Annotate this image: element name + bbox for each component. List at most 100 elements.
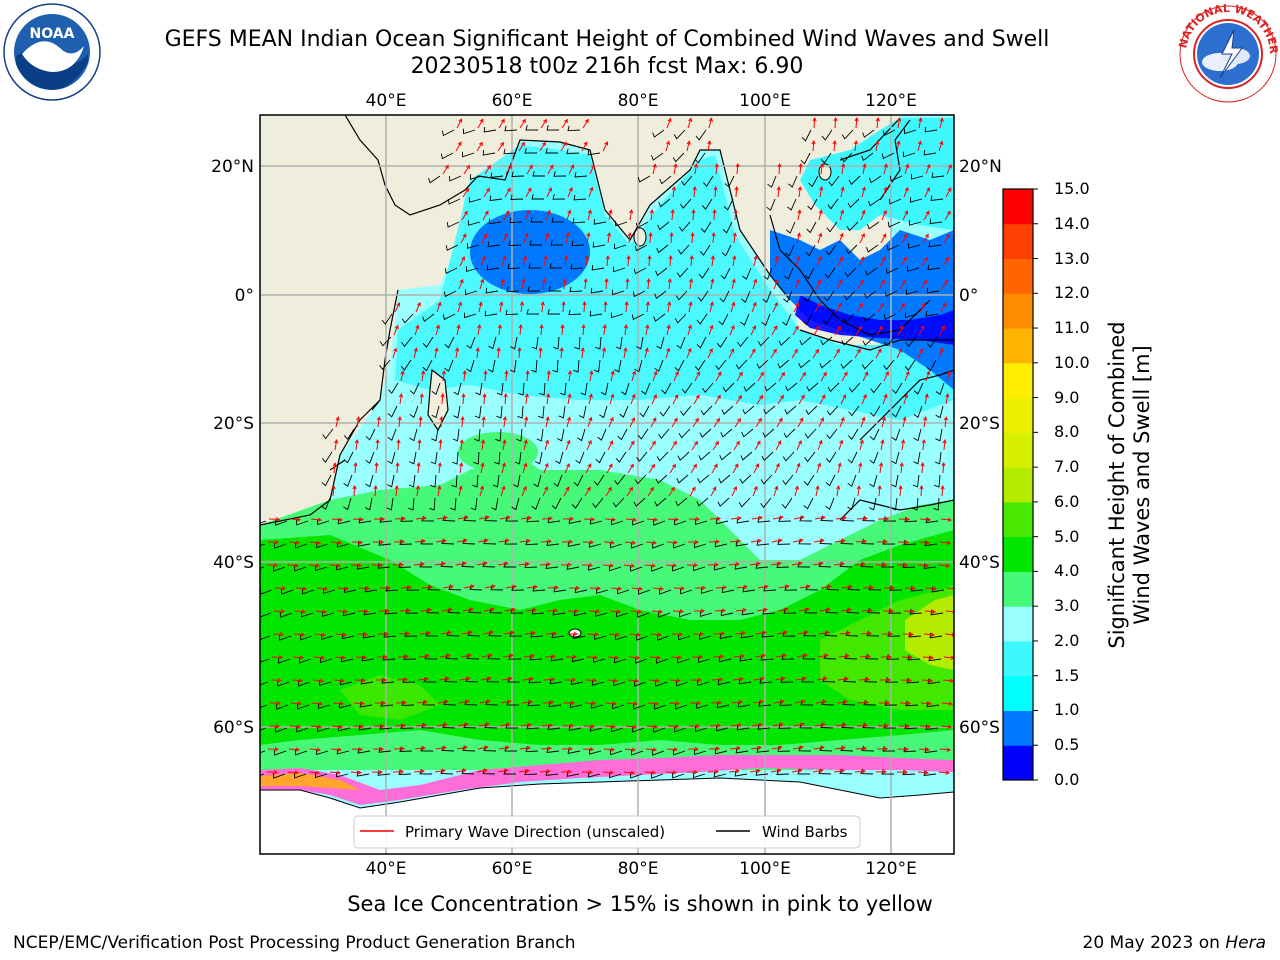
- colorbar-band: [1003, 536, 1033, 572]
- wave-direction-arrow: [629, 632, 642, 637]
- wind-barb: [657, 612, 671, 618]
- wave-direction-arrow: [708, 324, 714, 336]
- wind-barb: [549, 678, 563, 685]
- wave-direction-arrow: [756, 607, 768, 612]
- wind-barb: [514, 451, 522, 465]
- wave-direction-arrow: [477, 118, 484, 129]
- wave-direction-arrow: [539, 141, 546, 152]
- wind-barb: [656, 451, 669, 462]
- wind-barb: [841, 129, 854, 140]
- wave-direction-arrow: [688, 278, 694, 290]
- wind-barb: [280, 589, 294, 595]
- wave-direction-arrow: [623, 324, 629, 336]
- wind-barb: [843, 290, 856, 301]
- wave-direction-arrow: [456, 745, 468, 750]
- wind-barb: [743, 382, 756, 392]
- wave-direction-arrow: [838, 653, 850, 659]
- wave-direction-arrow: [939, 540, 952, 545]
- wave-direction-arrow: [626, 254, 631, 267]
- wave-direction-arrow: [356, 416, 361, 428]
- wind-barb: [757, 336, 770, 347]
- wave-direction-arrow: [582, 118, 589, 129]
- wind-barb: [615, 611, 629, 618]
- wind-barb: [719, 633, 733, 640]
- wind-barb: [273, 543, 287, 549]
- wave-direction-arrow: [524, 416, 529, 428]
- wave-direction-arrow: [941, 461, 946, 474]
- wave-low-arabian-sea: [470, 210, 590, 294]
- wind-barb: [529, 654, 543, 661]
- wave-direction-arrow: [794, 699, 806, 704]
- wave-direction-arrow: [560, 141, 567, 152]
- wind-barb: [762, 609, 776, 615]
- wind-barb: [617, 428, 628, 441]
- wave-direction-arrow: [922, 233, 929, 244]
- wind-barb: [573, 610, 587, 617]
- wave-direction-arrow: [878, 462, 884, 474]
- wind-barb: [505, 309, 519, 316]
- wave-direction-arrow: [416, 700, 428, 705]
- wave-direction-arrow: [833, 768, 845, 774]
- wave-direction-arrow: [669, 463, 676, 474]
- wave-direction-arrow: [862, 585, 875, 590]
- wind-barb: [892, 382, 903, 395]
- wind-barb: [696, 680, 710, 686]
- wind-barb: [788, 175, 798, 188]
- wave-direction-arrow: [316, 586, 329, 591]
- wind-barb: [440, 152, 454, 160]
- wind-barb: [570, 679, 584, 686]
- wind-barb: [558, 405, 566, 419]
- wind-barb: [846, 607, 860, 614]
- wind-barb: [591, 680, 605, 686]
- wave-direction-arrow: [395, 700, 408, 705]
- wave-direction-arrow: [357, 609, 370, 614]
- wave-direction-arrow: [903, 609, 916, 614]
- wave-direction-arrow: [583, 724, 596, 729]
- wind-barb: [887, 221, 901, 228]
- wave-direction-arrow: [542, 486, 548, 497]
- wind-barb: [680, 198, 692, 209]
- wind-barb: [525, 125, 539, 131]
- wave-direction-arrow: [455, 141, 462, 152]
- wind-barb: [755, 563, 769, 569]
- wave-direction-arrow: [688, 516, 701, 522]
- wave-direction-arrow: [565, 232, 570, 244]
- wind-barb: [441, 538, 455, 545]
- wave-direction-arrow: [770, 561, 782, 566]
- wave-direction-arrow: [753, 676, 765, 681]
- wind-barb: [551, 497, 562, 510]
- wave-direction-arrow: [351, 747, 364, 752]
- wind-barb: [762, 290, 772, 303]
- wave-direction-arrow: [566, 209, 572, 221]
- wind-barb: [442, 313, 456, 321]
- wave-direction-arrow: [860, 631, 873, 636]
- wind-barb: [553, 336, 560, 350]
- wind-barb: [903, 128, 917, 135]
- wave-direction-arrow: [461, 210, 468, 221]
- wave-direction-arrow: [331, 484, 336, 497]
- wave-direction-arrow: [775, 653, 787, 658]
- wind-barb: [735, 541, 749, 547]
- wind-barb: [343, 497, 352, 511]
- wind-barb: [447, 607, 461, 614]
- wave-direction-arrow: [882, 186, 888, 198]
- wind-barb: [827, 198, 839, 210]
- wave-direction-arrow: [771, 745, 783, 750]
- wind-barb: [429, 497, 436, 511]
- wave-direction-arrow: [373, 723, 386, 729]
- wind-barb: [321, 474, 332, 487]
- wind-barb: [825, 474, 836, 487]
- wind-barb: [277, 658, 291, 664]
- wind-barb: [734, 771, 748, 777]
- wave-direction-arrow: [671, 417, 678, 428]
- wave-direction-arrow: [799, 584, 811, 589]
- wave-direction-arrow: [836, 485, 841, 497]
- wind-barb: [275, 704, 289, 710]
- wave-direction-arrow: [623, 770, 636, 775]
- wind-barb: [825, 244, 837, 256]
- wave-direction-arrow: [287, 770, 300, 775]
- wind-barb: [778, 516, 792, 522]
- wave-direction-arrow: [713, 185, 718, 198]
- wind-barb: [431, 428, 439, 442]
- wave-direction-arrow: [609, 609, 622, 614]
